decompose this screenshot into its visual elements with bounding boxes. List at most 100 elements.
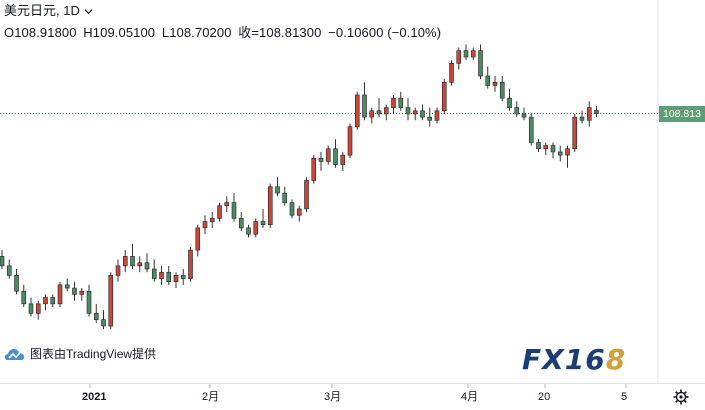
- candle-body: [318, 157, 324, 162]
- fx168-watermark-logo: FX168: [522, 343, 627, 376]
- candle-body: [144, 262, 150, 270]
- candle-body: [456, 50, 462, 64]
- candle-body: [79, 290, 85, 295]
- chart-header[interactable]: 美元日元, 1D: [4, 3, 93, 20]
- candle-body: [441, 82, 447, 112]
- candle-body: [267, 186, 273, 226]
- candle-body: [420, 110, 425, 118]
- candle-body: [14, 275, 19, 292]
- candle-body: [43, 297, 48, 305]
- candle-body: [93, 313, 99, 320]
- chevron-down-icon[interactable]: [83, 4, 93, 20]
- candle-body: [594, 109, 599, 114]
- candle-body: [86, 290, 92, 314]
- candle-body: [6, 265, 12, 276]
- candle-body: [108, 275, 114, 327]
- candle-body: [383, 107, 389, 115]
- x-axis-ticks: [89, 384, 627, 388]
- x-label-20: 20: [538, 391, 551, 403]
- candle-body: [507, 97, 512, 108]
- candle-body: [151, 268, 157, 279]
- candle-body: [557, 151, 563, 156]
- candle-body: [427, 116, 433, 121]
- candle-body: [492, 82, 498, 86]
- candle-body: [173, 275, 179, 283]
- symbol-name[interactable]: 美元日元: [4, 3, 57, 18]
- candle-body: [536, 142, 541, 150]
- candle-body: [565, 148, 570, 156]
- candle-body: [550, 145, 556, 153]
- candle-body: [463, 50, 469, 58]
- candle-body: [362, 94, 367, 118]
- candle-body: [572, 116, 578, 150]
- x-label-apr: 4月: [461, 391, 479, 403]
- candle-body: [260, 221, 266, 226]
- candle-body: [586, 107, 592, 121]
- candle-body: [209, 218, 215, 222]
- candle-body: [528, 116, 534, 143]
- candle-body: [449, 63, 454, 83]
- candle-body: [28, 303, 34, 314]
- attribution-text[interactable]: 图表由TradingView提供: [30, 346, 157, 361]
- candle-body: [470, 50, 476, 58]
- candle-body: [282, 192, 288, 203]
- header-separator: ,: [56, 3, 64, 18]
- candle-body: [543, 145, 549, 150]
- open-value: O108.91800: [4, 25, 77, 40]
- x-label-feb: 2月: [202, 391, 220, 403]
- candle-body: [412, 110, 418, 115]
- candle-body: [50, 297, 56, 305]
- candle-body: [347, 126, 353, 156]
- candle-body: [217, 205, 222, 219]
- change-value: −0.10600 (−0.10%): [328, 25, 442, 40]
- candle-body: [275, 186, 280, 194]
- low-value: L108.70200: [161, 25, 232, 40]
- candle-body: [21, 290, 27, 305]
- candle-body: [340, 154, 346, 165]
- interval-label[interactable]: 1D: [63, 3, 80, 18]
- close-value: 收=108.81300: [238, 25, 322, 40]
- candle-body: [224, 202, 230, 207]
- candle-body: [246, 227, 251, 235]
- candle-body: [398, 97, 404, 108]
- last-price-tag: 108.813: [659, 106, 705, 122]
- candle-body: [195, 227, 201, 251]
- candle-body: [137, 262, 143, 267]
- candle-body: [376, 110, 382, 115]
- candle-body: [514, 107, 520, 115]
- candle-body: [180, 275, 186, 279]
- candle-body: [0, 256, 5, 267]
- attribution[interactable]: 图表由TradingView提供: [4, 345, 156, 362]
- candle-body: [369, 110, 375, 118]
- candle-body: [311, 157, 317, 181]
- candle-body: [231, 202, 237, 219]
- candle-body: [434, 110, 440, 121]
- candle-body: [405, 107, 411, 115]
- candle-body: [333, 148, 338, 165]
- candle-body: [57, 284, 63, 305]
- candle-body: [122, 256, 128, 267]
- candle-body: [485, 75, 491, 86]
- candle-body: [289, 202, 295, 216]
- candle-body: [115, 265, 121, 276]
- x-label-2021: 2021: [82, 391, 107, 403]
- candle-body: [188, 249, 193, 279]
- candle-body: [72, 287, 77, 295]
- candle-body: [159, 271, 164, 279]
- candle-body: [130, 256, 135, 267]
- candle-body: [101, 319, 106, 327]
- candle-body: [253, 221, 259, 235]
- candle-body: [521, 113, 527, 118]
- candle-body: [499, 82, 505, 99]
- high-value: H109.05100: [83, 25, 156, 40]
- candle-body: [202, 221, 208, 229]
- candle-body: [304, 180, 309, 210]
- gear-icon[interactable]: [673, 389, 689, 405]
- candle-body: [64, 284, 70, 289]
- candle-body: [478, 50, 483, 77]
- candle-body: [166, 271, 172, 283]
- candle-body: [354, 94, 360, 127]
- candle-body: [238, 218, 244, 229]
- candle-body: [325, 148, 331, 162]
